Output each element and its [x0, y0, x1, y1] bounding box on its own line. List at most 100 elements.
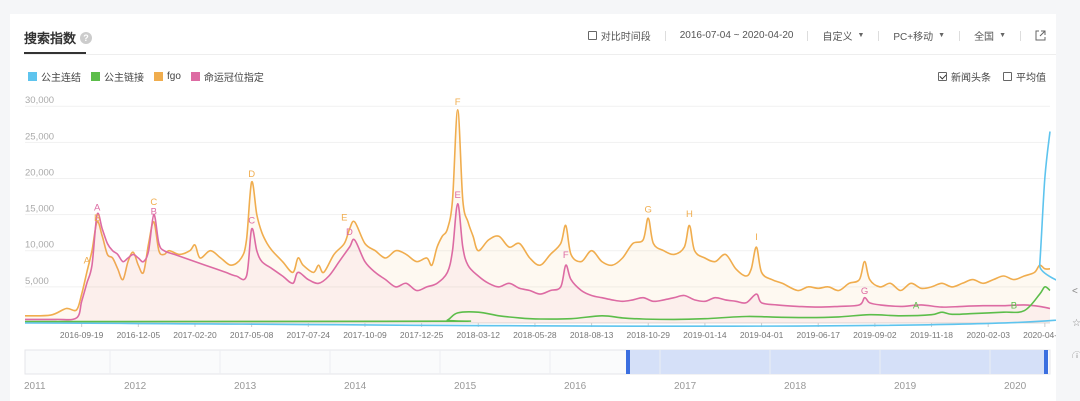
annotation-marker: G	[861, 286, 868, 297]
legend-item[interactable]: fgo	[154, 69, 181, 84]
legend-swatch	[91, 72, 100, 81]
compare-label: 对比时间段	[600, 32, 651, 43]
annotation-marker: A	[94, 202, 101, 213]
annotation-marker: D	[248, 169, 255, 180]
x-tick-label: 2019-06-17	[796, 330, 840, 340]
date-range-text: 2016-07-04 ~ 2020-04-20	[679, 30, 794, 41]
navigator-year-label: 2015	[454, 381, 477, 392]
x-tick-label: 2017-02-20	[173, 330, 217, 340]
series-line-3	[24, 202, 1051, 321]
title-text: 搜索指数	[24, 31, 77, 46]
news-checkbox[interactable]	[938, 72, 947, 81]
news-toggle[interactable]: 新闻头条	[938, 69, 991, 84]
device-dropdown[interactable]: PC+移动 ▼	[893, 28, 945, 43]
x-tick-label: 2018-10-29	[626, 330, 670, 340]
y-tick-label: 30,000	[25, 95, 54, 106]
annotation-marker: B	[94, 213, 100, 224]
navigator-handle-right	[1044, 350, 1048, 374]
star-icon[interactable]: ☆	[1072, 318, 1080, 328]
navigator-year-label: 2016	[564, 381, 587, 392]
custom-dropdown[interactable]: 自定义 ▼	[822, 28, 864, 43]
navigator-selection	[628, 350, 1046, 374]
chart-legend: 公主连结 公主链接 fgo 命运冠位指定	[28, 69, 274, 84]
page-title: 搜索指数 ?	[24, 28, 93, 47]
annotation-marker: A	[913, 301, 920, 312]
annotation-marker: E	[454, 190, 460, 201]
annotation-marker: C	[150, 197, 157, 208]
y-tick-label: 20,000	[25, 167, 54, 178]
caret-down-icon: ▼	[999, 32, 1006, 39]
news-label: 新闻头条	[951, 73, 991, 84]
x-tick-label: 2018-05-28	[513, 330, 557, 340]
legend-label: 公主链接	[104, 73, 144, 84]
legend-item[interactable]: 公主连结	[28, 69, 81, 84]
caret-down-icon: ▼	[938, 32, 946, 39]
annotation-marker: I	[755, 232, 758, 243]
annotation-marker: G	[645, 204, 652, 215]
date-range-picker[interactable]: 2016-07-04 ~ 2020-04-20	[680, 30, 794, 41]
legend-label: 公主连结	[41, 73, 81, 84]
x-tick-label: 2019-09-02	[853, 330, 897, 340]
legend-item[interactable]: 公主链接	[91, 69, 144, 84]
navigator-year-label: 2019	[894, 381, 917, 392]
navigator-year-label: 2018	[784, 381, 807, 392]
x-tick-label: 2016-12-05	[117, 330, 161, 340]
annotation-marker: E	[341, 212, 347, 223]
x-tick-label: 2018-03-12	[457, 330, 501, 340]
navigator-year-label: 2012	[124, 381, 147, 392]
chart-options: 新闻头条 平均值	[926, 69, 1046, 84]
annotation-marker: C	[248, 215, 255, 226]
legend-label: fgo	[167, 71, 181, 82]
average-checkbox[interactable]	[1003, 72, 1012, 81]
info-icon[interactable]: ⓘ	[1072, 352, 1080, 358]
share-icon[interactable]: <	[1072, 286, 1078, 296]
x-tick-label: 2019-01-14	[683, 330, 727, 340]
navigator-year-label: 2013	[234, 381, 257, 392]
region-dropdown[interactable]: 全国 ▼	[974, 28, 1006, 43]
divider	[664, 30, 666, 41]
x-tick-label: 2017-05-08	[230, 330, 274, 340]
y-tick-label: 25,000	[25, 131, 54, 142]
export-button[interactable]	[1035, 30, 1046, 41]
series-line-2	[24, 109, 1051, 317]
compare-checkbox[interactable]	[587, 31, 597, 40]
external-link-icon	[1035, 30, 1046, 41]
compare-toggle[interactable]: 对比时间段	[587, 28, 651, 43]
series-line-0	[24, 131, 1056, 328]
toolbar: 对比时间段 2016-07-04 ~ 2020-04-20 自定义 ▼ PC+移…	[574, 28, 1046, 43]
y-tick-label: 15,000	[25, 204, 54, 215]
y-tick-label: 5,000	[25, 276, 49, 287]
legend-item[interactable]: 命运冠位指定	[190, 69, 264, 84]
navigator-year-label: 2011	[24, 381, 46, 392]
header-divider	[24, 54, 1056, 55]
legend-label: 命运冠位指定	[203, 73, 264, 84]
navigator-year-label: 2017	[674, 381, 697, 392]
annotation-marker: D	[346, 227, 353, 238]
x-tick-label: 2016-09-19	[60, 330, 104, 340]
legend-swatch	[28, 72, 37, 81]
x-tick-label: 2017-07-24	[287, 330, 331, 340]
title-underline	[24, 52, 86, 54]
legend-swatch	[190, 72, 200, 81]
device-label: PC+移动	[893, 32, 934, 43]
y-tick-label: 10,000	[25, 240, 54, 251]
average-toggle[interactable]: 平均值	[1003, 69, 1046, 84]
caret-down-icon: ▼	[857, 32, 865, 39]
region-label: 全国	[974, 32, 995, 43]
search-index-card: 搜索指数 ? 对比时间段 2016-07-04 ~ 2020-04-20 自定义…	[10, 14, 1056, 401]
x-tick-label: 2017-12-25	[400, 330, 444, 340]
navigator-year-label: 2014	[344, 381, 367, 392]
annotation-marker: H	[686, 209, 693, 220]
divider	[807, 30, 809, 41]
custom-label: 自定义	[822, 32, 853, 43]
series-area-3	[25, 203, 1050, 323]
question-icon[interactable]: ?	[80, 31, 93, 44]
x-tick-label: 2020-02-03	[966, 330, 1010, 340]
trend-chart: 30,000 25,000 20,000 15,000 10,000 5,000 2016-…	[24, 95, 1056, 392]
annotation-marker: F	[563, 250, 569, 261]
x-tick-label: 2020-04-20	[1023, 330, 1056, 340]
navigator-handle-left	[626, 350, 630, 374]
navigator-year-label: 2020	[1004, 381, 1027, 392]
x-tick-label: 2018-08-13	[570, 330, 614, 340]
average-label: 平均值	[1016, 73, 1046, 84]
